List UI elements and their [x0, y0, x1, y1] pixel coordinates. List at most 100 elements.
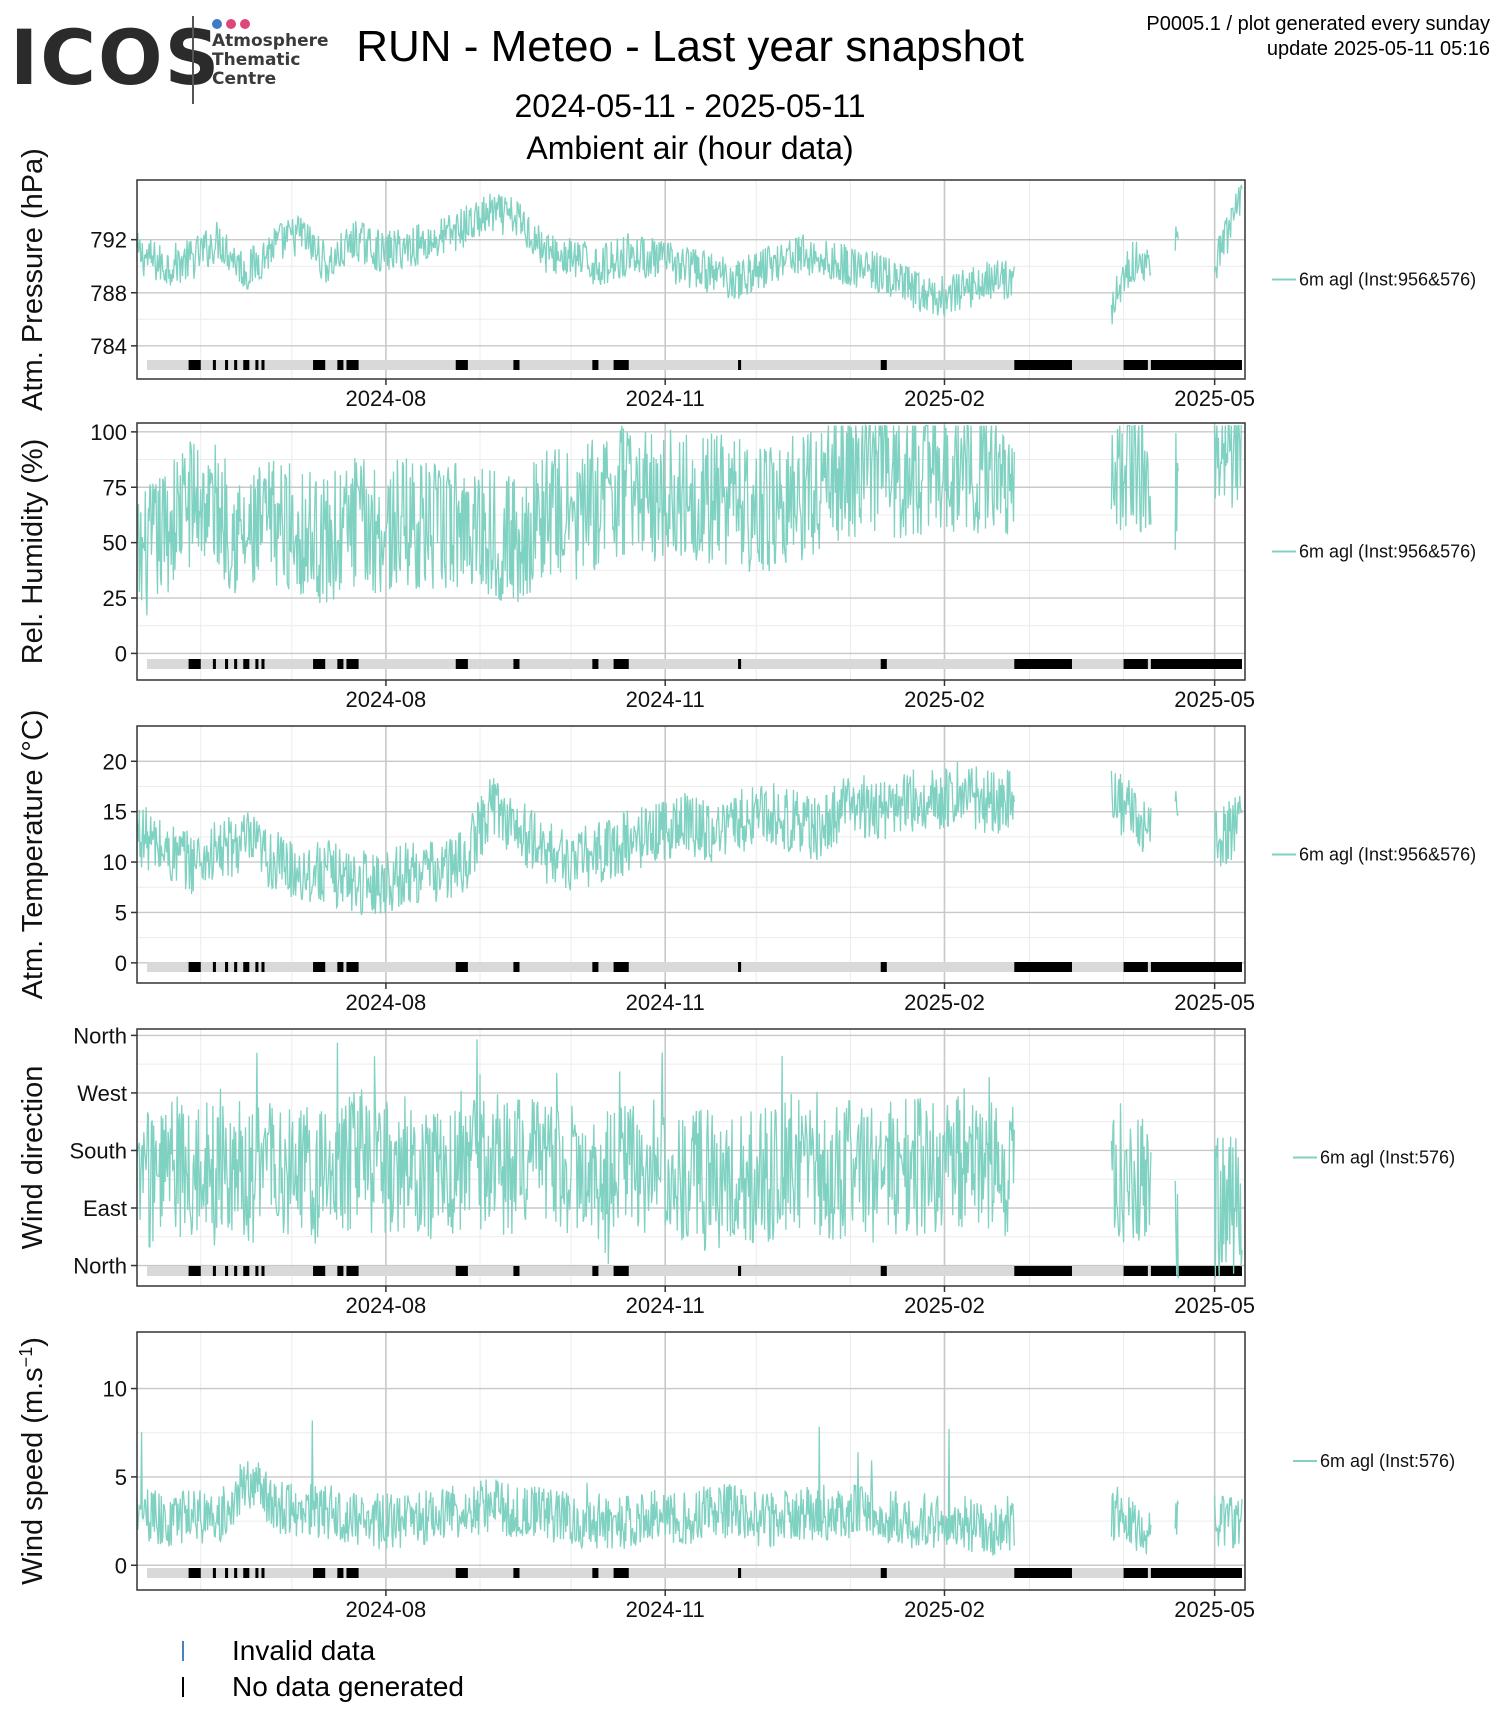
no-data-block [1123, 1266, 1148, 1276]
no-data-block [313, 1568, 326, 1578]
no-data-block [212, 962, 216, 972]
no-data-block [1150, 962, 1242, 972]
no-data-block [592, 1568, 599, 1578]
no-data-block [212, 1568, 216, 1578]
plot-area [137, 180, 1245, 379]
legend-label: 6m agl (Inst:576) [1320, 1451, 1455, 1471]
no-data-block [255, 360, 259, 370]
no-data-block [513, 659, 520, 669]
no-data-block [880, 659, 887, 669]
chart-panel: 2024-08 2024-11 2025-02 2025-05 0 5 10 15 20 Atm.… [17, 710, 1476, 1015]
no-data-block [255, 1568, 259, 1578]
x-tick-label: 2024-08 [346, 1597, 427, 1622]
no-data-swatch [182, 1677, 184, 1697]
no-data-block [234, 360, 238, 370]
no-data-block [212, 360, 216, 370]
x-tick-label: 2024-08 [346, 1293, 427, 1318]
no-data-block [212, 659, 216, 669]
no-data-block [337, 1568, 344, 1578]
chart-panel: 2024-08 2024-11 2025-02 2025-05 0 5 10 Wind spe… [16, 1331, 1455, 1622]
plot-border [136, 1028, 1246, 1287]
no-data-block [225, 1568, 229, 1578]
x-tick-label: 2025-02 [904, 990, 985, 1015]
invalid-data-swatch [182, 1641, 184, 1661]
y-tick-label: East [83, 1196, 127, 1221]
no-data-block [613, 360, 629, 370]
availability-strip [147, 962, 1242, 972]
no-data-block [1123, 659, 1148, 669]
logo-subtitle-line: Atmosphere [212, 31, 329, 51]
no-data-block [243, 1266, 250, 1276]
no-data-block [261, 659, 265, 669]
x-tick-label: 2025-02 [904, 687, 985, 712]
x-tick-label: 2025-02 [904, 1293, 985, 1318]
no-data-block [592, 659, 599, 669]
y-tick-label: 5 [115, 1465, 127, 1490]
no-data-block [592, 1266, 599, 1276]
no-data-block [234, 1266, 238, 1276]
no-data-block [313, 659, 326, 669]
chart-panel: 2024-08 2024-11 2025-02 2025-05 North East Sou… [17, 1023, 1455, 1318]
no-data-block [225, 1266, 229, 1276]
y-tick-label: West [77, 1081, 127, 1106]
no-data-block [346, 360, 359, 370]
no-data-block [513, 1266, 520, 1276]
logo-dot [212, 19, 222, 29]
x-tick-label: 2024-08 [346, 687, 427, 712]
series-line [136, 1420, 1243, 1556]
y-tick-label: 10 [103, 850, 127, 875]
no-data-block [1014, 1568, 1072, 1578]
no-data-block [1123, 1568, 1148, 1578]
y-tick-label: 100 [90, 420, 127, 445]
no-data-block [513, 962, 520, 972]
no-data-block [738, 962, 742, 972]
y-axis-label: Atm. Pressure (hPa) [17, 148, 49, 411]
y-tick-label: 50 [103, 531, 127, 556]
no-data-block [738, 659, 742, 669]
no-data-block [1150, 1266, 1242, 1276]
availability-strip [147, 1568, 1242, 1578]
plot-border [136, 179, 1246, 380]
legend-label: 6m agl (Inst:576) [1320, 1148, 1455, 1168]
x-tick-label: 2025-05 [1174, 1597, 1255, 1622]
x-tick-label: 2024-11 [626, 386, 705, 411]
y-tick-label: 5 [115, 900, 127, 925]
no-data-block [592, 962, 599, 972]
logo-wordmark: ICOS [10, 13, 222, 102]
y-axis-label: Rel. Humidity (%) [17, 439, 49, 665]
no-data-block [738, 360, 742, 370]
y-axis-label: Atm. Temperature (°C) [17, 710, 49, 1000]
legend-label: 6m agl (Inst:956&576) [1299, 845, 1476, 865]
y-tick-label: 792 [90, 228, 127, 253]
chart-panel: 2024-08 2024-11 2025-02 2025-05 0 25 50 75 100 Re… [17, 420, 1476, 712]
no-data-block [1123, 360, 1148, 370]
no-data-block [234, 659, 238, 669]
no-data-block [613, 1568, 629, 1578]
no-data-block [188, 659, 201, 669]
plot-area [137, 726, 1245, 983]
x-tick-label: 2025-02 [904, 1597, 985, 1622]
availability-strip [147, 1266, 1242, 1276]
logo-dots [212, 16, 254, 29]
plot-border [136, 1331, 1246, 1591]
no-data-block [1150, 659, 1242, 669]
no-data-block [337, 659, 344, 669]
no-data-block [225, 360, 229, 370]
no-data-block [243, 659, 250, 669]
no-data-block [261, 1266, 265, 1276]
page-title: RUN - Meteo - Last year snapshot [356, 22, 1024, 71]
availability-strip [147, 659, 1242, 669]
no-data-block [455, 1266, 468, 1276]
no-data-block [243, 360, 250, 370]
no-data-block [188, 962, 201, 972]
no-data-block [243, 962, 250, 972]
no-data-block [337, 962, 344, 972]
availability-strip [147, 360, 1242, 370]
no-data-block [225, 659, 229, 669]
y-tick-label: 15 [103, 800, 127, 825]
y-axis-label-close: ) [17, 1337, 49, 1347]
no-data-block [337, 360, 344, 370]
generation-info-line: P0005.1 / plot generated every sunday [1146, 13, 1490, 35]
no-data-block [880, 360, 887, 370]
